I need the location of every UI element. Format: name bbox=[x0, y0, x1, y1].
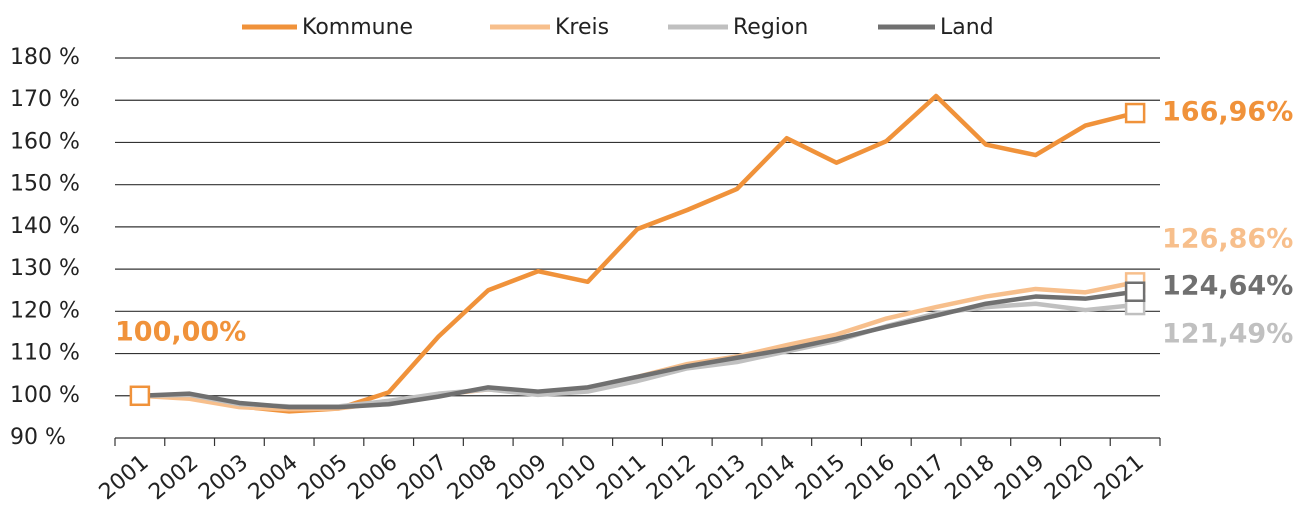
x-tick-label: 2007 bbox=[393, 450, 452, 505]
y-tick-label: 130 % bbox=[10, 256, 80, 281]
y-tick-label: 170 % bbox=[10, 87, 80, 112]
legend-label: Land bbox=[940, 15, 994, 40]
y-tick-label: 110 % bbox=[10, 341, 80, 366]
x-tick-label: 2014 bbox=[742, 450, 801, 505]
series-line bbox=[139, 93, 1136, 414]
point-marker bbox=[1124, 281, 1146, 302]
x-tick-label: 2009 bbox=[493, 450, 552, 505]
series-line bbox=[139, 301, 1136, 409]
x-tick-label: 2019 bbox=[990, 450, 1049, 505]
series-line bbox=[139, 289, 1136, 410]
point-marker bbox=[1124, 102, 1146, 124]
x-tick-label: 2016 bbox=[841, 450, 900, 505]
series-line bbox=[139, 280, 1136, 412]
x-tick-label: 2001 bbox=[95, 450, 154, 505]
y-tick-label: 180 % bbox=[10, 45, 80, 70]
x-tick-label: 2021 bbox=[1090, 450, 1149, 505]
x-tick-label: 2010 bbox=[542, 450, 601, 505]
legend-label: Kreis bbox=[555, 15, 609, 40]
x-tick-label: 2020 bbox=[1040, 450, 1099, 505]
value-label: 166,96% bbox=[1162, 97, 1293, 128]
y-tick-label: 100 % bbox=[10, 383, 80, 408]
value-label: 121,49% bbox=[1162, 319, 1293, 350]
legend-label: Region bbox=[733, 15, 808, 40]
legend-label: Kommune bbox=[302, 15, 413, 40]
y-tick-label: 120 % bbox=[10, 298, 80, 323]
y-tick-label: 150 % bbox=[10, 172, 80, 197]
x-tick-label: 2004 bbox=[244, 450, 303, 505]
x-tick-label: 2018 bbox=[941, 450, 1000, 505]
x-tick-label: 2015 bbox=[791, 450, 850, 505]
x-tick-label: 2011 bbox=[592, 450, 651, 505]
y-tick-label: 90 % bbox=[10, 425, 66, 450]
y-tick-label: 160 % bbox=[10, 129, 80, 154]
x-tick-label: 2002 bbox=[144, 450, 203, 505]
value-label: 124,64% bbox=[1162, 271, 1293, 302]
value-label: 100,00% bbox=[115, 317, 246, 348]
x-tick-label: 2012 bbox=[642, 450, 701, 505]
x-tick-label: 2008 bbox=[443, 450, 502, 505]
x-tick-label: 2013 bbox=[692, 450, 751, 505]
point-marker bbox=[129, 385, 151, 407]
x-tick-label: 2006 bbox=[343, 450, 402, 505]
x-tick-label: 2017 bbox=[891, 450, 950, 505]
x-tick-label: 2005 bbox=[294, 450, 353, 505]
x-tick-label: 2003 bbox=[194, 450, 253, 505]
y-tick-label: 140 % bbox=[10, 214, 80, 239]
value-label: 126,86% bbox=[1162, 224, 1293, 255]
